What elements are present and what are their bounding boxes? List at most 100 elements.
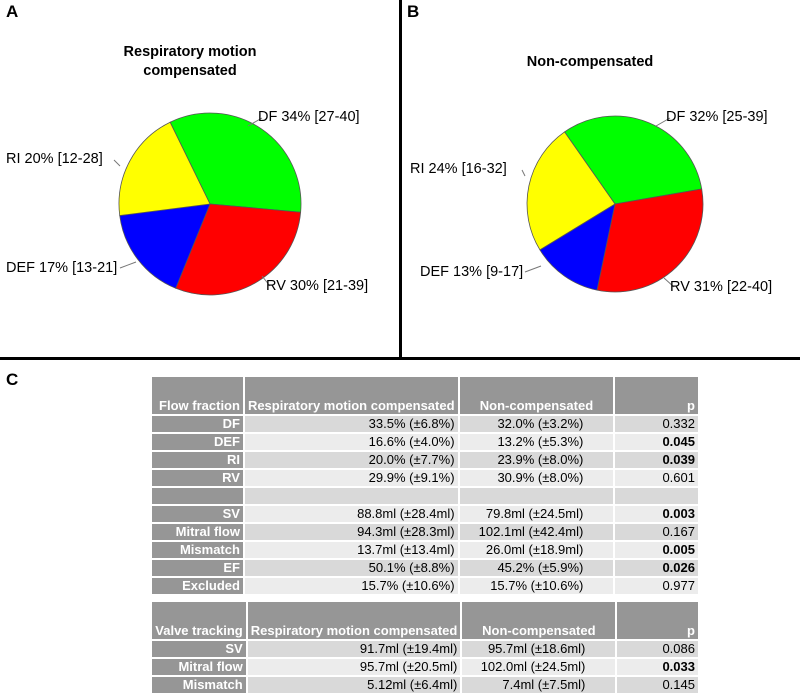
table1-header-row: Flow fraction Respiratory motion compens… [152, 377, 698, 414]
row-label: RI [152, 452, 243, 468]
row-label [152, 488, 243, 504]
piea-slice-rv [175, 203, 302, 296]
row-label: Mitral flow [152, 524, 243, 540]
row-noncomp: 30.9% (±8.0%) [459, 470, 614, 486]
row-noncomp: 45.2% (±5.9%) [459, 560, 614, 576]
piea-leader-def [119, 261, 137, 269]
row-comp: 20.0% (±7.7%) [244, 452, 458, 468]
table2-header-noncomp: Non-compensated [462, 602, 616, 639]
table-row: EF 50.1% (±8.8%) 45.2% (±5.9%) 0.026 [152, 560, 698, 576]
row-comp: 33.5% (±6.8%) [244, 416, 458, 432]
table-row: DEF 16.6% (±4.0%) 13.2% (±5.3%) 0.045 [152, 434, 698, 450]
row-comp: 88.8ml (±28.4ml) [244, 506, 458, 522]
row-p [615, 488, 698, 504]
piea-leader-rv [261, 275, 271, 287]
table2-header-label: Valve tracking [152, 602, 246, 639]
table-row: SV 88.8ml (±28.4ml) 79.8ml (±24.5ml) 0.003 [152, 506, 698, 522]
row-noncomp [459, 488, 614, 504]
table-row: Mitral flow 94.3ml (±28.3ml) 102.1ml (±42.… [152, 524, 698, 540]
piea-leader-df [247, 117, 263, 127]
row-comp: 94.3ml (±28.3ml) [244, 524, 458, 540]
table-row: SV 91.7ml (±19.4ml) 95.7ml (±18.6ml) 0.086 [152, 641, 698, 657]
row-comp: 13.7ml (±13.4ml) [244, 542, 458, 558]
valve-tracking-table: Valve tracking Respiratory motion compen… [150, 600, 700, 695]
row-label: DEF [152, 434, 243, 450]
pieb-leader-ri [521, 169, 526, 177]
pieb-label-def: DEF 13% [9-17] [420, 264, 523, 280]
table1-header-noncomp: Non-compensated [459, 377, 614, 414]
row-noncomp: 15.7% (±10.6%) [459, 578, 614, 594]
row-p: 0.039 [615, 452, 698, 468]
chart-a-title: Respiratory motion compensated [95, 43, 285, 81]
row-comp: 91.7ml (±19.4ml) [247, 641, 461, 657]
panel-letter-b: B [407, 2, 420, 21]
piea-label-df: DF 34% [27-40] [258, 109, 360, 125]
panel-letter-c: C [6, 370, 19, 389]
row-comp: 50.1% (±8.8%) [244, 560, 458, 576]
table2-header-row: Valve tracking Respiratory motion compen… [152, 602, 698, 639]
piea-label-rv: RV 30% [21-39] [266, 278, 368, 294]
row-noncomp: 102.0ml (±24.5ml) [462, 659, 616, 675]
row-label: EF [152, 560, 243, 576]
table-row: Excluded 15.7% (±10.6%) 15.7% (±10.6%) 0.97… [152, 578, 698, 594]
row-p: 0.045 [615, 434, 698, 450]
piea-label-def: DEF 17% [13-21] [6, 260, 117, 276]
chart-b-title: Non-compensated [495, 53, 685, 72]
row-label: DF [152, 416, 243, 432]
row-p: 0.601 [615, 470, 698, 486]
panel-letter-a: A [6, 2, 19, 21]
row-p: 0.167 [615, 524, 698, 540]
row-comp [244, 488, 458, 504]
row-comp: 95.7ml (±20.5ml) [247, 659, 461, 675]
panel-divider-horizontal [0, 357, 800, 360]
table1-header-comp: Respiratory motion compensated [244, 377, 458, 414]
pieb-slice-df [563, 115, 703, 205]
piea-leader-ri [113, 159, 121, 167]
chart-b-title-line1: Non-compensated [526, 54, 654, 70]
row-p: 0.332 [615, 416, 698, 432]
row-label: Excluded [152, 578, 243, 594]
row-p: 0.003 [615, 506, 698, 522]
row-p: 0.977 [615, 578, 698, 594]
piea-slice-ri [118, 121, 211, 216]
row-comp: 29.9% (±9.1%) [244, 470, 458, 486]
table-row: RI 20.0% (±7.7%) 23.9% (±8.0%) 0.039 [152, 452, 698, 468]
flow-fraction-table: Flow fraction Respiratory motion compens… [150, 375, 700, 596]
table-row: DF 33.5% (±6.8%) 32.0% (±3.2%) 0.332 [152, 416, 698, 432]
panel-divider-vertical [399, 0, 402, 358]
pieb-leader-rv [663, 277, 675, 288]
row-comp: 15.7% (±10.6%) [244, 578, 458, 594]
pieb-label-df: DF 32% [25-39] [666, 109, 768, 125]
chart-a-title-line2: compensated [143, 63, 237, 79]
table1-header-p: p [615, 377, 698, 414]
table2-header-p: p [617, 602, 698, 639]
row-comp: 5.12ml (±6.4ml) [247, 677, 461, 693]
pieb-leader-def [524, 265, 542, 273]
row-label: SV [152, 506, 243, 522]
pieb-slice-def [539, 203, 616, 291]
row-label: Mismatch [152, 677, 246, 693]
row-noncomp: 26.0ml (±18.9ml) [459, 542, 614, 558]
row-p: 0.033 [617, 659, 698, 675]
pieb-slice-ri [526, 131, 616, 251]
row-p: 0.026 [615, 560, 698, 576]
piea-label-ri: RI 20% [12-28] [6, 151, 103, 167]
row-p: 0.086 [617, 641, 698, 657]
row-label: SV [152, 641, 246, 657]
row-noncomp: 7.4ml (±7.5ml) [462, 677, 616, 693]
row-noncomp: 23.9% (±8.0%) [459, 452, 614, 468]
piea-slice-def [119, 203, 211, 289]
row-noncomp: 102.1ml (±42.4ml) [459, 524, 614, 540]
table-row [152, 488, 698, 504]
table1-header-label: Flow fraction [152, 377, 243, 414]
table-row: Mismatch 13.7ml (±13.4ml) 26.0ml (±18.9ml)… [152, 542, 698, 558]
table-row: RV 29.9% (±9.1%) 30.9% (±8.0%) 0.601 [152, 470, 698, 486]
piea-slice-df [169, 112, 302, 213]
row-noncomp: 13.2% (±5.3%) [459, 434, 614, 450]
row-label: Mismatch [152, 542, 243, 558]
table-row: Mitral flow 95.7ml (±20.5ml) 102.0ml (±24.… [152, 659, 698, 675]
table-row: Mismatch 5.12ml (±6.4ml) 7.4ml (±7.5ml) 0.1… [152, 677, 698, 693]
row-noncomp: 32.0% (±3.2%) [459, 416, 614, 432]
pie-charts-svg: DF 34% [27-40] RV 30% [21-39] DEF 17% [13-… [6, 109, 772, 296]
table2-header-comp: Respiratory motion compensated [247, 602, 461, 639]
